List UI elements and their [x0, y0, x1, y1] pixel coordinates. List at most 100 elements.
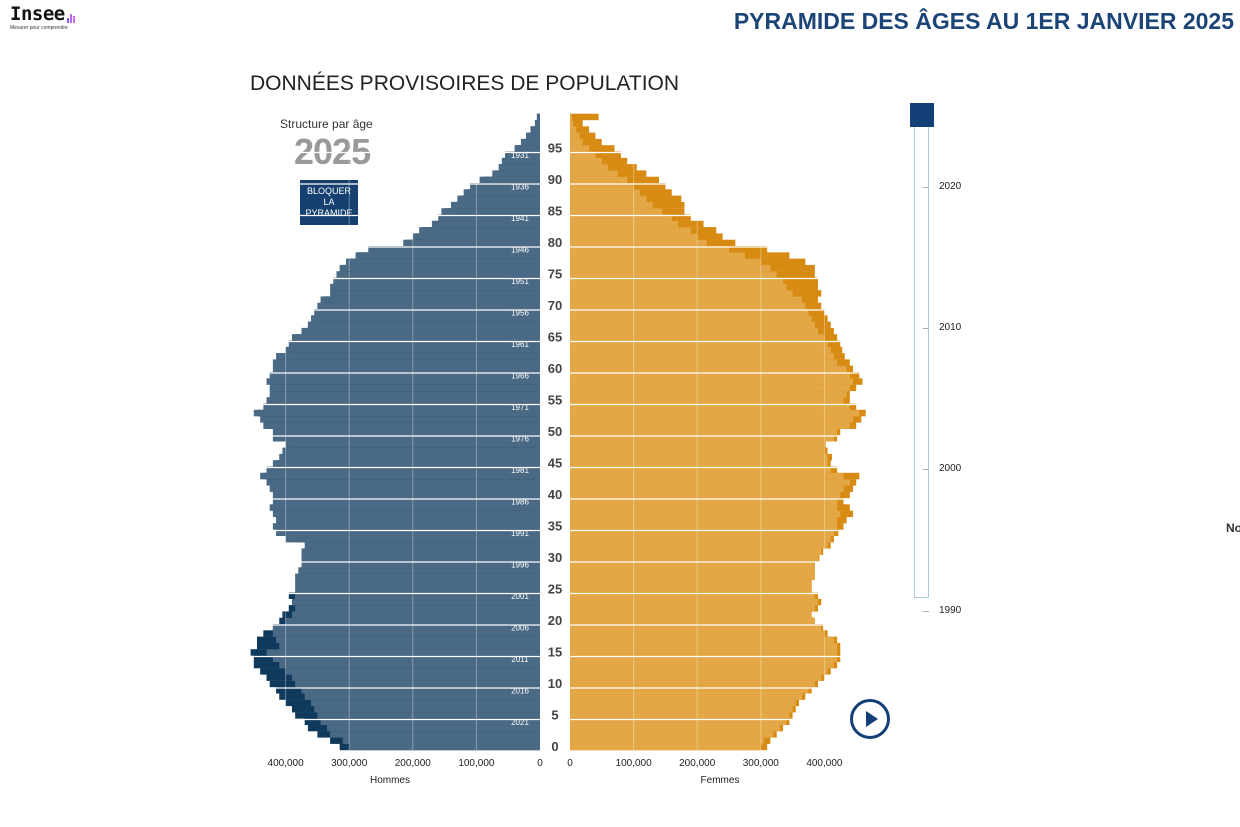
bar-women — [570, 548, 822, 555]
bar-men — [279, 642, 540, 650]
slider-tick-label: 2000 — [939, 463, 962, 474]
bar-men — [260, 472, 540, 480]
birth-year-label: 1981 — [511, 466, 529, 475]
bar-men — [317, 302, 540, 310]
bar-women — [570, 372, 850, 379]
bar-women — [570, 378, 854, 385]
bar-women — [570, 592, 815, 599]
bar-women — [570, 485, 844, 492]
bar-women — [570, 195, 647, 203]
birth-year-label: 1986 — [511, 497, 529, 506]
bar-women — [570, 479, 850, 486]
bar-men — [498, 164, 540, 171]
bar-women — [570, 409, 860, 417]
bar-women — [570, 630, 825, 637]
age-tick-label: 85 — [548, 204, 562, 219]
bar-men — [272, 510, 540, 518]
bar-women — [570, 157, 602, 165]
bar-women — [570, 680, 815, 688]
bar-women — [570, 617, 815, 625]
bar-men — [291, 674, 540, 681]
birth-year-label: 1971 — [511, 403, 529, 412]
bar-men — [311, 699, 540, 707]
bar-women — [570, 516, 838, 524]
play-animation-button[interactable] — [850, 699, 890, 739]
bar-men — [272, 359, 540, 366]
bar-men — [272, 460, 540, 467]
bar-men — [301, 548, 540, 555]
bar-men — [526, 132, 540, 140]
birth-year-label: 1976 — [511, 434, 529, 443]
age-tick-label: 95 — [548, 141, 562, 156]
bar-men — [320, 296, 540, 303]
slider-tick-label: 2010 — [939, 322, 962, 333]
bar-men — [295, 680, 540, 688]
bar-women — [570, 542, 828, 549]
bar-men — [276, 636, 540, 644]
bar-women — [570, 264, 771, 272]
bar-women — [570, 498, 838, 505]
bar-women — [570, 271, 777, 278]
bar-women — [570, 586, 812, 593]
slider-tick — [923, 187, 929, 188]
bar-men — [253, 409, 541, 417]
bar-men — [295, 586, 540, 593]
age-tick-label: 80 — [548, 235, 562, 250]
bar-men — [304, 693, 540, 700]
x-tick-label-men: 400,000 — [268, 758, 305, 769]
bar-women — [570, 523, 838, 530]
bar-men — [279, 453, 540, 461]
bar-men — [333, 277, 540, 284]
bar-women — [570, 693, 803, 700]
bar-men — [336, 271, 540, 278]
bar-women — [570, 359, 838, 366]
bar-men — [463, 189, 540, 196]
bar-men — [431, 220, 540, 228]
bar-women-reference — [570, 120, 583, 127]
bar-women — [570, 743, 761, 751]
bar-men — [263, 422, 540, 429]
bar-men — [457, 195, 540, 203]
bar-men — [295, 592, 540, 599]
bar-men — [285, 668, 540, 675]
lock-pyramid-button[interactable]: BLOQUER LA PYRAMIDE — [300, 180, 358, 225]
bar-men — [266, 649, 540, 656]
bar-women — [570, 321, 815, 329]
bar-men — [330, 283, 540, 291]
x-axis-label-women: Femmes — [701, 775, 740, 786]
logo-tagline: Mesurer pour comprendre — [10, 25, 68, 31]
bar-men — [307, 321, 540, 329]
bar-women — [570, 170, 618, 177]
bar-women — [570, 239, 707, 247]
bar-men — [501, 157, 540, 165]
age-tick-label: 55 — [548, 393, 562, 408]
bar-men — [266, 466, 540, 473]
bar-women — [570, 687, 809, 694]
bar-men — [419, 227, 540, 234]
bar-women — [570, 227, 691, 234]
logo-wordmark: Insee — [10, 3, 65, 25]
bar-men — [272, 624, 540, 631]
bar-men — [276, 516, 540, 524]
bar-women — [570, 491, 841, 499]
age-tick-label: 35 — [548, 519, 562, 534]
bar-men — [272, 435, 540, 442]
bar-women — [570, 460, 828, 467]
bar-women — [570, 642, 838, 650]
bar-women — [570, 649, 838, 656]
bar-men — [269, 384, 540, 392]
birth-year-label: 1931 — [511, 151, 529, 160]
bar-men — [285, 535, 540, 543]
bar-men — [304, 542, 540, 549]
bar-men — [492, 170, 540, 177]
structure-label: Structure par âge — [280, 117, 373, 131]
bar-women — [570, 315, 812, 322]
bar-women — [570, 151, 596, 158]
bar-men — [288, 340, 540, 347]
year-slider-track[interactable] — [914, 112, 929, 598]
bar-men — [514, 145, 540, 152]
birth-year-label: 2011 — [511, 655, 529, 664]
age-tick-label: 50 — [548, 424, 562, 439]
year-slider-handle[interactable] — [910, 103, 934, 127]
bar-women — [570, 422, 850, 429]
